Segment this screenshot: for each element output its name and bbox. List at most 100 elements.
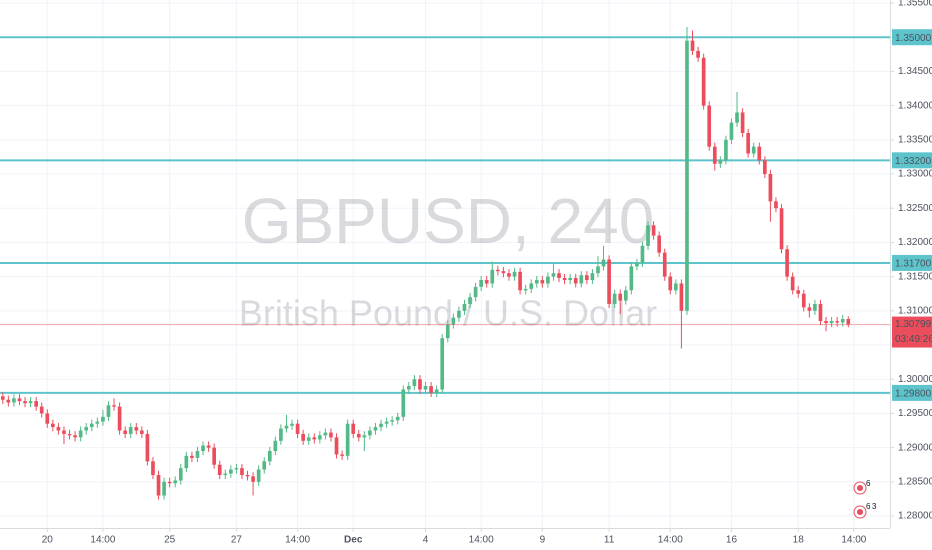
candle-body — [735, 112, 739, 123]
candle-body — [507, 273, 511, 277]
candle-body — [562, 277, 567, 281]
candle-body — [73, 435, 77, 438]
event-badge-label: 3 — [872, 502, 877, 511]
candle-body — [56, 427, 61, 431]
candle-body — [590, 273, 595, 281]
candle-body — [607, 259, 611, 304]
x-tick-label: 25 — [164, 535, 176, 546]
candle-body — [712, 146, 717, 164]
candle-body — [251, 476, 255, 482]
candle-body — [629, 266, 634, 291]
candle-body — [256, 469, 261, 482]
candle-body — [445, 324, 450, 339]
candle-body — [379, 423, 383, 428]
event-badge-dot — [857, 509, 863, 515]
candle-body — [84, 427, 89, 431]
candle-body — [790, 276, 795, 291]
candle-body — [62, 430, 66, 434]
candle-body — [696, 50, 700, 58]
candle-body — [801, 293, 806, 308]
candle-body — [423, 386, 428, 390]
y-tick-label: 1.31000 — [898, 305, 932, 316]
candle-body — [501, 271, 506, 274]
candle-body — [813, 303, 817, 311]
candle-body — [496, 269, 500, 272]
event-badge-dot — [857, 485, 863, 491]
candle-body — [384, 421, 389, 424]
candle-body — [140, 430, 144, 434]
candle-body — [601, 259, 606, 267]
candle-body — [217, 464, 222, 475]
event-badge-label: 6 — [866, 479, 871, 488]
level-label: 1.29800 — [895, 389, 932, 400]
level-label-box — [892, 29, 932, 46]
x-tick-label: 4 — [423, 535, 429, 546]
candle-body — [173, 480, 178, 484]
candle-body — [89, 423, 94, 428]
candle-body — [45, 413, 50, 424]
candle-body — [579, 275, 584, 284]
level-label-box — [892, 254, 932, 271]
candle-body — [757, 146, 762, 161]
candle-body — [34, 401, 38, 407]
y-tick-label: 1.35500 — [898, 0, 932, 9]
candle-body — [701, 57, 706, 106]
candle-body — [17, 398, 22, 402]
candle-body — [234, 468, 239, 470]
candle-body — [457, 310, 461, 318]
candle-body — [685, 40, 689, 311]
candle-body — [28, 401, 33, 404]
candle-body — [484, 280, 489, 284]
candle-body — [395, 416, 400, 421]
candle-body — [51, 423, 55, 428]
candle-body — [229, 469, 233, 474]
candle-body — [340, 454, 344, 456]
candle-body — [668, 276, 673, 291]
candle-body — [657, 235, 661, 253]
candle-body — [546, 276, 550, 284]
event-badge-label: 6 — [866, 502, 871, 511]
candle-body — [351, 423, 356, 434]
candle-body — [479, 280, 483, 287]
candle-body — [534, 280, 539, 284]
candle-body — [779, 208, 784, 250]
candle-body — [206, 445, 211, 448]
candle-body — [117, 406, 122, 431]
y-tick-label: 1.31500 — [898, 271, 932, 282]
candle-body — [295, 423, 300, 434]
y-tick-label: 1.32000 — [898, 237, 932, 248]
candle-body — [167, 481, 172, 484]
candle-body — [267, 451, 272, 462]
candle-body — [368, 430, 372, 436]
x-tick-label: 11 — [604, 535, 615, 546]
candle-body — [290, 423, 294, 426]
x-tick-label: Dec — [344, 535, 363, 546]
candle-body — [540, 280, 545, 284]
x-tick-label: 18 — [793, 535, 805, 546]
candle-body — [623, 290, 628, 301]
candle-body — [707, 105, 712, 147]
last-price-box — [892, 316, 932, 348]
candle-body — [106, 405, 111, 417]
candle-body — [6, 399, 11, 403]
candle-body — [573, 277, 578, 284]
candle-body — [763, 160, 767, 175]
candle-body — [390, 420, 394, 422]
candle-body — [184, 455, 189, 469]
candle-body — [151, 461, 155, 475]
candle-body — [134, 427, 139, 431]
y-tick-label: 1.33000 — [898, 169, 932, 180]
y-tick-label: 1.28500 — [898, 476, 932, 487]
candle-body — [345, 423, 350, 456]
candle-body — [329, 432, 333, 438]
candle-body — [646, 225, 650, 246]
candle-body — [768, 174, 773, 202]
last-price-label: 1.30799 — [895, 319, 932, 330]
level-label: 1.35000 — [895, 33, 932, 44]
countdown: 03:49:26 — [895, 334, 932, 345]
candle-body — [312, 437, 317, 440]
candle-body — [829, 321, 834, 324]
candle-body — [740, 112, 745, 133]
y-tick-label: 1.29500 — [898, 408, 932, 419]
